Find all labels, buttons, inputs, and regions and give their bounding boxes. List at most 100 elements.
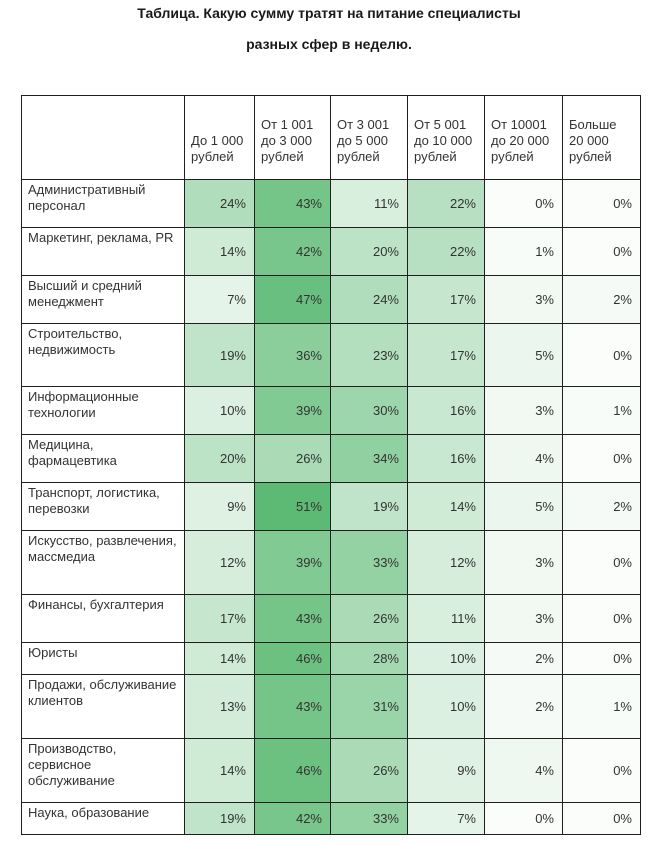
percent-cell: 13%	[184, 674, 255, 739]
header-3001-5000: От 3 001 до 5 000 рублей	[330, 95, 408, 180]
percent-cell: 2%	[484, 642, 563, 675]
table-row: Искусство, развлечения, массмедиа 12% 39% 3…	[21, 530, 641, 595]
row-label: Маркетинг, реклама, PR	[21, 227, 185, 276]
percent-cell: 26%	[330, 738, 408, 803]
percent-cell: 0%	[562, 323, 641, 387]
percent-cell: 42%	[254, 802, 331, 835]
percent-cell: 4%	[484, 738, 563, 803]
percent-cell: 17%	[184, 594, 255, 643]
percent-cell: 10%	[407, 674, 485, 739]
percent-cell: 26%	[330, 594, 408, 643]
percent-cell: 36%	[254, 323, 331, 387]
percent-cell: 4%	[484, 434, 563, 483]
row-label: Искусство, развлечения, массмедиа	[21, 530, 185, 595]
percent-cell: 43%	[254, 594, 331, 643]
percent-cell: 24%	[330, 275, 408, 324]
header-up-to-1000: До 1 000 рублей	[184, 95, 255, 180]
table-title-line-2: разных сфер в неделю.	[246, 36, 412, 52]
percent-cell: 0%	[484, 179, 563, 228]
percent-cell: 0%	[562, 434, 641, 483]
percent-cell: 3%	[484, 386, 563, 435]
row-label: Информационные технологии	[21, 386, 185, 435]
percent-cell: 43%	[254, 674, 331, 739]
percent-cell: 17%	[407, 275, 485, 324]
percent-cell: 9%	[184, 482, 255, 531]
table-row: Административный персонал 24% 43% 11% 22% 0% 0…	[21, 179, 641, 228]
row-label: Юристы	[21, 642, 185, 675]
percent-cell: 0%	[562, 738, 641, 803]
row-label: Продажи, обслуживание клиентов	[21, 674, 185, 739]
table-title-line-1: Таблица. Какую сумму тратят на питание с…	[137, 5, 521, 21]
percent-cell: 0%	[562, 594, 641, 643]
header-empty	[21, 95, 185, 180]
percent-cell: 39%	[254, 530, 331, 595]
table-row: Транспорт, логистика, перевозки 9% 51% 19% 1…	[21, 482, 641, 531]
percent-cell: 22%	[407, 227, 485, 276]
percent-cell: 0%	[562, 642, 641, 675]
table-row: Высший и средний менеджмент 7% 47% 24% 17% 3%…	[21, 275, 641, 324]
percent-cell: 11%	[407, 594, 485, 643]
percent-cell: 28%	[330, 642, 408, 675]
percent-cell: 31%	[330, 674, 408, 739]
percent-cell: 23%	[330, 323, 408, 387]
row-label: Высший и средний менеджмент	[21, 275, 185, 324]
table-row: Производство, сервисное обслуживание 14% 4…	[21, 738, 641, 803]
percent-cell: 3%	[484, 530, 563, 595]
header-1001-3000: От 1 001 до 3 000 рублей	[254, 95, 331, 180]
percent-cell: 19%	[184, 802, 255, 835]
percent-cell: 19%	[330, 482, 408, 531]
percent-cell: 14%	[407, 482, 485, 531]
percent-cell: 34%	[330, 434, 408, 483]
header-over-20000: Больше 20 000 рублей	[562, 95, 641, 180]
percent-cell: 46%	[254, 738, 331, 803]
row-label: Финансы, бухгалтерия	[21, 594, 185, 643]
percent-cell: 0%	[484, 802, 563, 835]
percent-cell: 9%	[407, 738, 485, 803]
percent-cell: 12%	[184, 530, 255, 595]
percent-cell: 10%	[407, 642, 485, 675]
row-label: Строительство, недвижимость	[21, 323, 185, 387]
percent-cell: 14%	[184, 738, 255, 803]
percent-cell: 3%	[484, 594, 563, 643]
table-row: Маркетинг, реклама, PR 14% 42% 20% 22% 1% 0%	[21, 227, 641, 276]
row-label: Транспорт, логистика, перевозки	[21, 482, 185, 531]
percent-cell: 0%	[562, 530, 641, 595]
percent-cell: 10%	[184, 386, 255, 435]
percent-cell: 17%	[407, 323, 485, 387]
percent-cell: 11%	[330, 179, 408, 228]
percent-cell: 22%	[407, 179, 485, 228]
percent-cell: 14%	[184, 642, 255, 675]
header-10001-20000: От 10001 до 20 000 рублей	[484, 95, 563, 180]
percent-cell: 1%	[562, 674, 641, 739]
table-row: Строительство, недвижимость 19% 36% 23% 17% 5…	[21, 323, 641, 387]
percent-cell: 33%	[330, 802, 408, 835]
percent-cell: 7%	[407, 802, 485, 835]
percent-cell: 16%	[407, 434, 485, 483]
percent-cell: 46%	[254, 642, 331, 675]
percent-cell: 20%	[184, 434, 255, 483]
percent-cell: 42%	[254, 227, 331, 276]
percent-cell: 24%	[184, 179, 255, 228]
percent-cell: 7%	[184, 275, 255, 324]
row-label: Производство, сервисное обслуживание	[21, 738, 185, 803]
percent-cell: 14%	[184, 227, 255, 276]
percent-cell: 33%	[330, 530, 408, 595]
table-row: Наука, образование 19% 42% 33% 7% 0% 0%	[21, 802, 641, 835]
percent-cell: 12%	[407, 530, 485, 595]
percent-cell: 19%	[184, 323, 255, 387]
percent-cell: 43%	[254, 179, 331, 228]
table-row: Юристы 14% 46% 28% 10% 2% 0%	[21, 642, 641, 675]
food-spending-table: До 1 000 рублей От 1 001 до 3 000 рублей…	[21, 95, 641, 835]
row-label: Медицина, фармацевтика	[21, 434, 185, 483]
percent-cell: 20%	[330, 227, 408, 276]
header-5001-10000: От 5 001 до 10 000 рублей	[407, 95, 485, 180]
table-row: Финансы, бухгалтерия 17% 43% 26% 11% 3% 0%	[21, 594, 641, 643]
percent-cell: 3%	[484, 275, 563, 324]
percent-cell: 47%	[254, 275, 331, 324]
percent-cell: 16%	[407, 386, 485, 435]
row-label: Административный персонал	[21, 179, 185, 228]
percent-cell: 26%	[254, 434, 331, 483]
table-row: Медицина, фармацевтика 20% 26% 34% 16% 4% 0%	[21, 434, 641, 483]
percent-cell: 5%	[484, 482, 563, 531]
percent-cell: 2%	[562, 275, 641, 324]
